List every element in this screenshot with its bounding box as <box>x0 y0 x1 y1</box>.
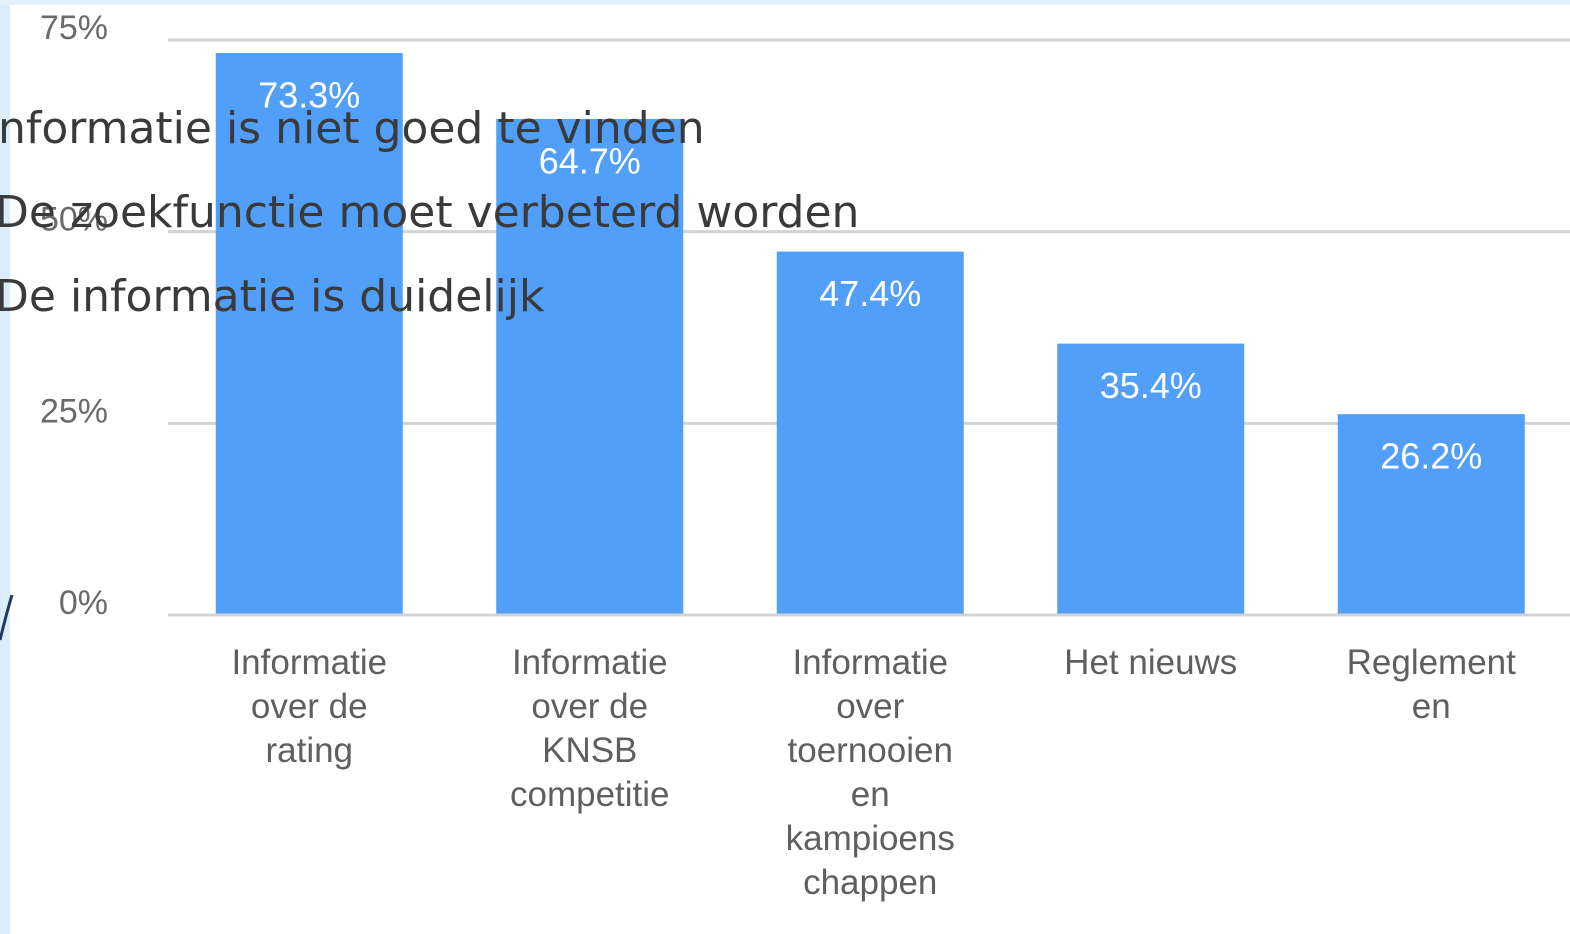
value-label: 47.4% <box>819 273 921 314</box>
value-label: 73.3% <box>258 75 360 116</box>
y-tick-label: 25% <box>40 392 108 430</box>
x-tick-label: Informatie over de rating <box>231 643 388 770</box>
y-tick-label: 0% <box>59 584 108 622</box>
bar <box>496 118 684 615</box>
bar <box>215 53 403 616</box>
y-tick-label: 50% <box>40 201 108 239</box>
bullet-text: Informatie is niet goed te vinden <box>0 103 705 154</box>
value-label: 35.4% <box>1100 365 1202 406</box>
bar <box>1057 343 1245 615</box>
x-tick-label: Informatie over de KNSB competitie <box>509 643 670 814</box>
value-label: 64.7% <box>539 140 641 181</box>
slide-edge <box>0 0 1570 5</box>
y-tick-label: 75% <box>40 9 108 47</box>
x-tick-label: Reglement en <box>1346 643 1516 726</box>
x-tick-label: Informatie over toernooien en kampioens … <box>785 643 955 902</box>
x-tick-label: Het nieuws <box>1064 643 1238 682</box>
slide-edge <box>0 0 10 934</box>
bar <box>1337 414 1525 615</box>
decor-curve <box>0 594 14 641</box>
bar <box>776 251 964 615</box>
bullet-text: De informatie is duidelijk <box>0 271 545 322</box>
bullet-text: De zoekfunctie moet verbeterd worden <box>0 187 860 238</box>
value-label: 26.2% <box>1380 436 1482 477</box>
